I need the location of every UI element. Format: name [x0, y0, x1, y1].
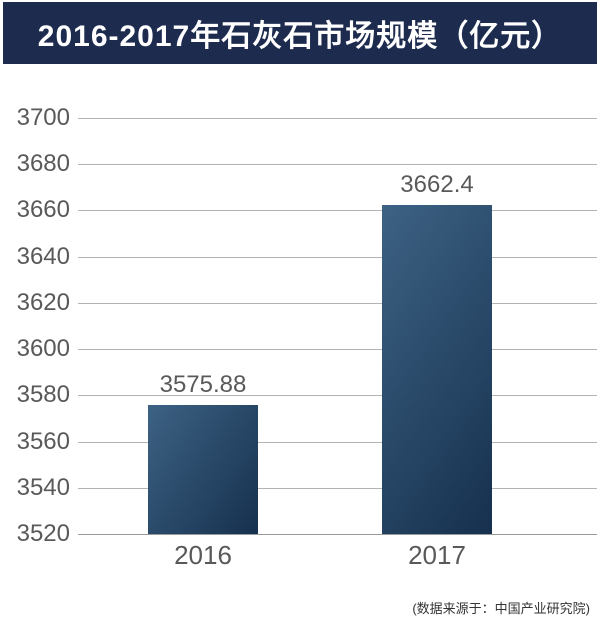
gridline — [78, 118, 597, 119]
gridline — [78, 395, 597, 396]
y-axis-tick-label: 3580 — [16, 381, 70, 408]
bar-value-label: 3575.88 — [159, 371, 247, 398]
bar-2016 — [148, 405, 258, 534]
gridline — [78, 303, 597, 304]
y-axis-tick-label: 3700 — [16, 104, 70, 131]
y-axis-tick-label: 3560 — [16, 428, 70, 455]
x-axis-tick-label: 2016 — [174, 540, 232, 570]
x-axis-line — [78, 534, 597, 535]
chart-title: 2016-2017年石灰石市场规模（亿元） — [37, 20, 563, 53]
gridline — [78, 442, 597, 443]
y-axis-tick-label: 3520 — [16, 520, 70, 547]
data-source-note: (数据来源于：中国产业研究院) — [412, 601, 590, 616]
y-axis-tick-label: 3540 — [16, 474, 70, 501]
gridline — [78, 210, 597, 211]
gridline — [78, 257, 597, 258]
y-axis-tick-label: 3680 — [16, 150, 70, 177]
gridline — [78, 164, 597, 165]
gridline — [78, 349, 597, 350]
y-axis-tick-label: 3620 — [16, 289, 70, 316]
y-axis-tick-label: 3660 — [16, 196, 70, 223]
chart-title-bar: 2016-2017年石灰石市场规模（亿元） — [3, 2, 597, 64]
x-axis-tick-label: 2017 — [408, 540, 466, 570]
y-axis-tick-label: 3640 — [16, 243, 70, 270]
bar-2017 — [382, 205, 492, 534]
bar-value-label: 3662.4 — [400, 171, 474, 198]
gridline — [78, 488, 597, 489]
y-axis-tick-label: 3600 — [16, 335, 70, 362]
